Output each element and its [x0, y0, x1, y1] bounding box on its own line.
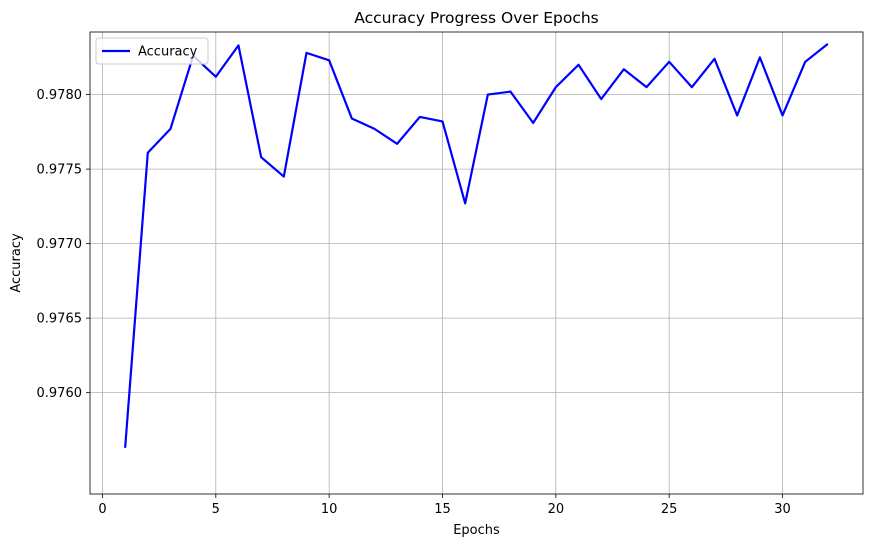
x-tick-label: 25 [661, 502, 678, 517]
axis-ticks: 0 5 10 15 20 25 30 0.9760 0.9765 0.9770 0.9775 0.97… [37, 88, 791, 517]
x-axis-title: Epochs [453, 523, 500, 538]
y-axis-title: Accuracy [9, 233, 24, 293]
x-tick-label: 20 [548, 502, 565, 517]
y-tick-label: 0.9780 [37, 88, 83, 103]
x-tick-label: 15 [434, 502, 451, 517]
legend-label-accuracy: Accuracy [138, 45, 198, 60]
y-tick-label: 0.9770 [37, 237, 83, 252]
series-line-accuracy [124, 43, 829, 448]
plot-area-frame [89, 31, 864, 495]
legend: Accuracy [95, 37, 209, 65]
x-tick-label: 10 [321, 502, 338, 517]
y-tick-label: 0.9765 [37, 312, 83, 327]
x-tick-label: 5 [212, 502, 220, 517]
legend-box [95, 37, 209, 65]
chart-title: Accuracy Progress Over Epochs [354, 9, 599, 27]
y-tick-label: 0.9775 [37, 163, 83, 178]
x-tick-label: 0 [98, 502, 106, 517]
x-tick-label: 30 [774, 502, 791, 517]
y-tick-label: 0.9760 [37, 386, 83, 401]
series-lines [124, 43, 829, 448]
grid-lines [90, 32, 863, 494]
